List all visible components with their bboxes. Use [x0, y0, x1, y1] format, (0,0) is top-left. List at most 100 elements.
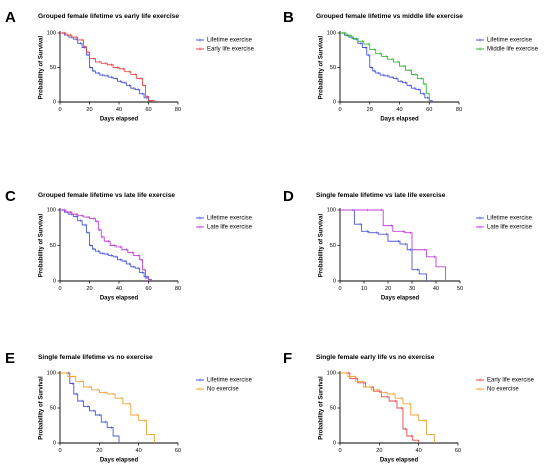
x-tick-label: 20 [376, 448, 382, 454]
y-axis-label: Probability of Survival [39, 376, 45, 440]
y-axis-label: Probability of Survival [319, 376, 325, 440]
x-axis-label: Days elapsed [380, 117, 419, 123]
panel-title: Grouped female lifetime vs early life ex… [38, 13, 179, 20]
y-tick-label: 100 [327, 207, 336, 213]
y-tick-label: 100 [327, 370, 336, 376]
x-tick-label: 20 [86, 107, 92, 113]
x-tick-label: 40 [416, 448, 422, 454]
panel-title: Single female early life vs no exercise [316, 354, 435, 361]
panel-title: Grouped female lifetime vs late life exe… [38, 192, 175, 199]
legend-label: Lifetime exercise [207, 38, 253, 44]
series-line-lifetime-exercise [340, 209, 427, 281]
x-axis-label: Days elapsed [380, 458, 419, 464]
panel-c: C Grouped female lifetime vs late life ex… [5, 188, 253, 302]
y-tick-label: 0 [333, 278, 336, 284]
x-axis-label: Days elapsed [100, 458, 139, 464]
x-tick-label: 60 [145, 107, 151, 113]
x-tick-label: 80 [456, 107, 462, 113]
x-tick-label: 20 [86, 286, 92, 292]
y-tick-label: 0 [53, 278, 56, 284]
y-tick-label: 0 [333, 440, 336, 446]
legend-label: No exercise [487, 387, 519, 393]
series-line-lifetime-exercise [60, 32, 152, 102]
x-axis-label: Days elapsed [381, 296, 420, 302]
x-tick-label: 50 [457, 286, 463, 292]
y-tick-label: 0 [333, 99, 336, 105]
legend-label: Lifetime exercise [207, 378, 253, 384]
legend-label: Middle life exercise [487, 47, 539, 53]
series-line-lifetime-exercise [60, 372, 120, 443]
y-tick-label: 0 [53, 99, 56, 105]
legend-label: Early life exercise [487, 378, 535, 384]
x-tick-label: 0 [338, 107, 341, 113]
panel-letter: C [5, 188, 16, 205]
y-tick-label: 100 [47, 207, 56, 213]
y-axis-label: Probability of Survival [39, 35, 45, 99]
x-tick-label: 40 [136, 448, 142, 454]
panel-b: B Grouped female lifetime vs middle life … [283, 9, 539, 123]
panel-letter: E [5, 350, 15, 367]
y-tick-label: 100 [327, 30, 336, 36]
y-tick-label: 50 [50, 405, 56, 411]
legend-label: Late life exercise [487, 225, 533, 231]
panel-letter: F [283, 350, 292, 367]
x-tick-label: 40 [433, 286, 439, 292]
x-tick-label: 0 [58, 448, 61, 454]
x-tick-label: 40 [396, 107, 402, 113]
y-axis-label: Probability of Survival [319, 213, 325, 277]
legend-label: Late life exercise [207, 225, 253, 231]
x-tick-label: 20 [96, 448, 102, 454]
x-tick-label: 30 [409, 286, 415, 292]
x-axis-label: Days elapsed [100, 296, 139, 302]
y-tick-label: 50 [50, 243, 56, 249]
series-line-no-exercise [340, 372, 435, 443]
y-axis-label: Probability of Survival [39, 213, 45, 277]
series-line-lifetime-exercise [60, 209, 152, 281]
x-tick-label: 80 [175, 107, 181, 113]
x-tick-label: 60 [145, 286, 151, 292]
x-tick-label: 60 [455, 448, 461, 454]
legend-label: Lifetime exercise [207, 216, 253, 222]
series-line-lifetime-exercise [340, 32, 433, 102]
series-line-late-life-exercise [340, 209, 447, 281]
panel-e: E Single female lifetime vs no exercise 0 5… [5, 350, 253, 464]
x-tick-label: 40 [116, 286, 122, 292]
series-line-early-life-exercise [340, 372, 420, 443]
x-tick-label: 20 [385, 286, 391, 292]
x-tick-label: 0 [338, 286, 341, 292]
series-line-no-exercise [60, 372, 155, 443]
legend-label: Lifetime exercise [487, 216, 533, 222]
panel-f: F Single female early life vs no exercise… [283, 350, 535, 464]
y-axis-label: Probability of Survival [319, 35, 325, 99]
x-axis-label: Days elapsed [100, 117, 139, 123]
legend-label: Lifetime exercise [487, 38, 533, 44]
x-tick-label: 20 [367, 107, 373, 113]
y-tick-label: 50 [50, 65, 56, 71]
x-tick-label: 80 [175, 286, 181, 292]
panel-title: Single female lifetime vs no exercise [38, 354, 153, 361]
y-tick-label: 100 [47, 30, 56, 36]
legend-label: Early life exercise [207, 47, 255, 53]
series-line-early-life-exercise [60, 32, 155, 102]
panel-letter: B [283, 9, 294, 26]
legend-label: No exercise [207, 387, 239, 393]
y-tick-label: 0 [53, 440, 56, 446]
panel-title: Grouped female lifetime vs middle life e… [316, 13, 463, 20]
panel-letter: D [283, 188, 294, 205]
x-tick-label: 60 [426, 107, 432, 113]
panel-a: A Grouped female lifetime vs early life e… [5, 9, 255, 123]
panel-letter: A [5, 9, 16, 26]
x-tick-label: 40 [116, 107, 122, 113]
y-tick-label: 50 [330, 243, 336, 249]
series-line-late-life-exercise [60, 209, 149, 281]
y-tick-label: 100 [47, 370, 56, 376]
panel-title: Single female lifetime vs late life exer… [316, 192, 446, 199]
y-tick-label: 50 [330, 405, 336, 411]
x-tick-label: 0 [58, 107, 61, 113]
x-tick-label: 60 [175, 448, 181, 454]
x-tick-label: 0 [338, 448, 341, 454]
y-tick-label: 50 [330, 65, 336, 71]
x-tick-label: 10 [361, 286, 367, 292]
series-line-middle-life-exercise [340, 32, 430, 102]
